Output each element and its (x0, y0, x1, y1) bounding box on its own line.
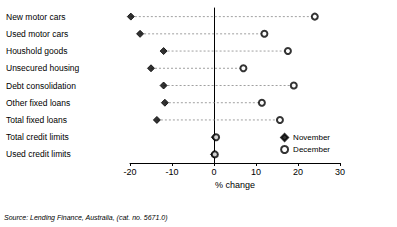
svg-text:Debt consolidation: Debt consolidation (6, 81, 76, 91)
svg-text:Total fixed loans: Total fixed loans (6, 115, 67, 125)
svg-text:Source: Lending Finance, Austr: Source: Lending Finance, Australia, (cat… (4, 214, 168, 222)
svg-text:December: December (293, 145, 330, 154)
svg-text:Used credit limits: Used credit limits (6, 149, 71, 159)
svg-text:New motor cars: New motor cars (6, 12, 66, 22)
svg-text:30: 30 (335, 167, 345, 177)
svg-text:Unsecured housing: Unsecured housing (6, 63, 80, 73)
svg-text:Total credit limits: Total credit limits (6, 132, 69, 142)
svg-text:0: 0 (211, 167, 216, 177)
svg-text:Houshold goods: Houshold goods (6, 46, 67, 56)
svg-text:% change: % change (215, 180, 255, 190)
svg-text:Used motor cars: Used motor cars (6, 29, 68, 39)
svg-text:-20: -20 (123, 167, 136, 177)
svg-text:20: 20 (293, 167, 303, 177)
svg-text:November: November (293, 133, 330, 142)
svg-text:Other fixed loans: Other fixed loans (6, 98, 70, 108)
svg-text:10: 10 (251, 167, 261, 177)
svg-text:-10: -10 (165, 167, 178, 177)
